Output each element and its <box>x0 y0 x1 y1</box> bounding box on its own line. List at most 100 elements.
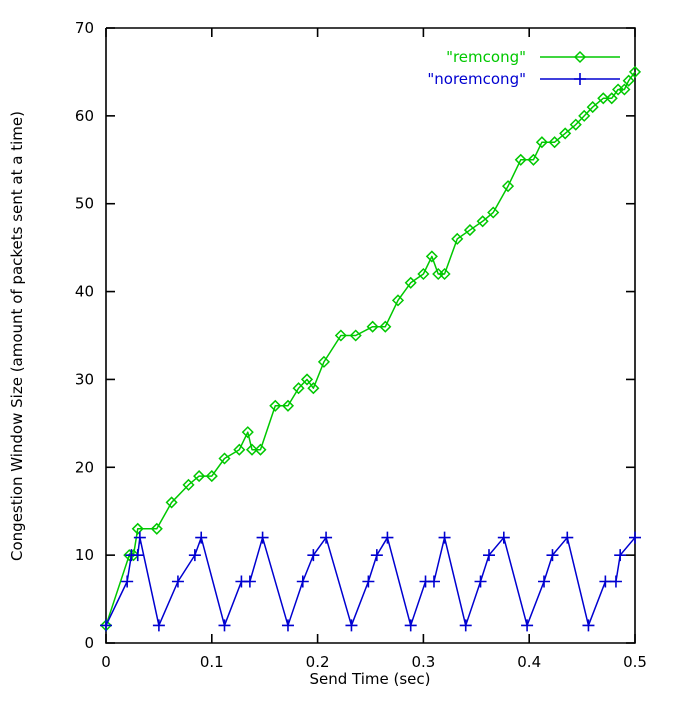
y-tick-label: 60 <box>75 107 94 125</box>
plus-marker <box>482 549 495 562</box>
x-tick-label: 0.2 <box>306 653 330 671</box>
y-tick-label: 70 <box>75 19 94 37</box>
diamond-marker <box>463 224 477 237</box>
diamond-marker <box>438 267 451 281</box>
series-line <box>105 536 636 627</box>
diamond-marker <box>127 549 140 562</box>
diamond-marker <box>628 65 642 78</box>
diamond-marker <box>573 50 587 64</box>
plus-marker <box>474 575 487 588</box>
plus-marker <box>459 619 472 632</box>
plus-marker <box>320 531 333 544</box>
plus-marker <box>574 73 586 85</box>
diamond-marker <box>233 443 246 456</box>
x-tick-label: 0.5 <box>623 653 647 671</box>
diamond-marker <box>379 320 392 333</box>
y-axis-label: Congestion Window Size (amount of packet… <box>8 111 26 561</box>
diamond-marker <box>241 426 254 439</box>
diamond-marker <box>334 329 347 342</box>
x-tick-label: 0.4 <box>517 653 541 671</box>
diamond-marker <box>182 478 195 491</box>
diamond-marker <box>404 276 417 289</box>
plus-marker <box>629 531 641 544</box>
y-tick-marks <box>106 27 635 644</box>
diamond-marker <box>254 443 267 456</box>
diamond-marker <box>269 399 282 412</box>
plus-marker <box>256 531 269 544</box>
diamond-marker <box>578 109 591 122</box>
series-noremcong <box>100 531 641 632</box>
diamond-marker <box>366 320 379 333</box>
plus-marker <box>546 549 559 562</box>
diamond-marker <box>245 443 259 456</box>
diamond-marker <box>131 522 144 535</box>
diamond-marker <box>205 470 218 483</box>
plus-marker <box>381 531 394 544</box>
plus-marker <box>218 619 231 632</box>
y-tick-label: 30 <box>75 370 94 388</box>
diamond-marker <box>165 496 178 509</box>
plus-marker <box>538 575 551 588</box>
diamond-marker <box>527 153 540 166</box>
diamond-marker <box>281 399 295 412</box>
plus-marker <box>152 619 165 632</box>
x-tick-marks <box>105 28 636 643</box>
x-tick-label: 0.3 <box>411 653 435 671</box>
plus-marker <box>582 619 595 632</box>
diamond-marker <box>218 452 231 465</box>
diamond-marker <box>150 522 163 535</box>
plus-marker <box>599 575 612 588</box>
y-tick-label: 40 <box>75 283 94 301</box>
plus-marker <box>609 575 622 588</box>
y-tick-label: 20 <box>75 458 94 476</box>
y-tick-label: 10 <box>75 546 94 564</box>
diamond-marker <box>597 92 610 105</box>
diamond-marker <box>391 294 405 307</box>
plus-marker <box>345 619 358 632</box>
diamond-marker <box>349 329 362 342</box>
plus-marker <box>614 549 627 562</box>
diamond-marker <box>307 382 320 395</box>
x-axis-label: Send Time (sec) <box>309 670 430 688</box>
y-tick-label: 0 <box>84 634 94 652</box>
plus-marker <box>404 619 417 632</box>
diamond-marker <box>451 232 464 245</box>
legend: "remcong" "noremcong" <box>427 48 620 88</box>
plus-marker <box>188 549 201 562</box>
series-line <box>105 71 636 626</box>
diamond-marker <box>317 355 331 368</box>
diamond-marker <box>605 92 618 105</box>
series-remcong <box>99 65 642 632</box>
diamond-marker <box>514 153 527 166</box>
diamond-marker <box>123 549 136 562</box>
legend-label: "remcong" <box>446 48 526 66</box>
diamond-marker <box>501 180 515 193</box>
y-tick-label: 50 <box>75 195 94 213</box>
diamond-marker <box>292 382 305 395</box>
diamond-marker <box>586 101 599 114</box>
diamond-marker <box>487 206 500 219</box>
plus-marker <box>307 549 320 562</box>
plus-marker <box>438 531 451 544</box>
plus-marker <box>281 619 294 632</box>
plus-marker <box>561 531 574 544</box>
plus-marker <box>362 575 375 588</box>
diamond-marker <box>548 136 561 149</box>
plus-marker <box>195 531 208 544</box>
diamond-marker <box>476 215 489 228</box>
plus-marker <box>521 619 534 632</box>
diamond-marker <box>417 267 430 281</box>
diamond-marker <box>425 250 438 263</box>
plus-marker <box>131 549 144 562</box>
data-series-group <box>99 65 642 632</box>
diamond-marker <box>622 74 635 87</box>
x-tick-labels: 0 0.1 0.2 0.3 0.4 0.5 <box>101 653 647 671</box>
plus-marker <box>296 575 309 588</box>
diamond-marker <box>618 83 631 96</box>
legend-label: "noremcong" <box>427 70 526 88</box>
plus-marker <box>100 619 112 632</box>
plus-marker <box>497 531 510 544</box>
